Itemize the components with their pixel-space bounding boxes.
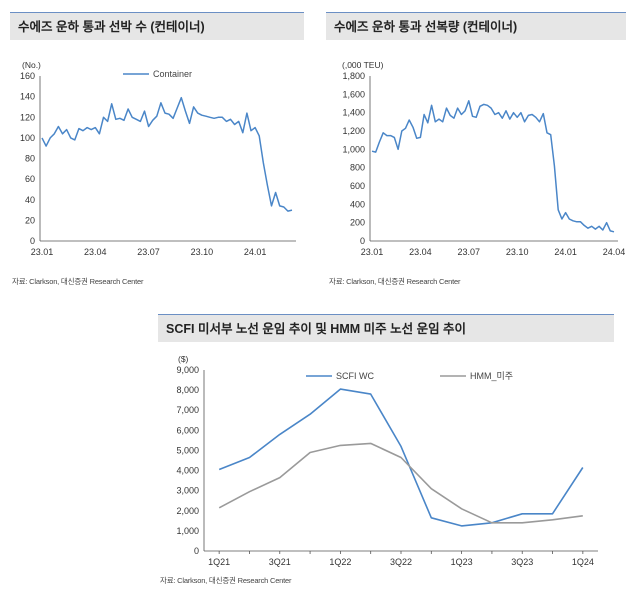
chart-3-xtick: 1Q23 (451, 557, 473, 567)
chart-2-ytick: 200 (350, 218, 365, 228)
chart-2-xtick: 24.04 (603, 247, 626, 257)
chart-3-ytick: 2,000 (176, 506, 199, 516)
chart-3-ytick: 1,000 (176, 526, 199, 536)
chart-3-xtick: 1Q22 (329, 557, 351, 567)
chart-2-ytick: 1,400 (342, 108, 365, 118)
chart-3-unit: ($) (178, 354, 189, 364)
chart-2-ytick: 0 (360, 236, 365, 246)
chart-2-ytick: 1,800 (342, 71, 365, 81)
chart-2-xtick: 23.04 (409, 247, 432, 257)
chart-panel-3: SCFI 미서부 노선 운임 추이 및 HMM 미주 노선 운임 추이 ($) 0… (158, 314, 614, 574)
chart-3-xtick: 3Q22 (390, 557, 412, 567)
chart-1-series-0 (41, 96, 293, 212)
chart-2-source: 자료: Clarkson, 대신증권 Research Center (329, 277, 461, 286)
chart-1-svg: (No.) 0 20 40 60 80 100 120 140 160 23.01 23.04 23.0… (20, 60, 296, 257)
chart-2-ytick: 1,000 (342, 144, 365, 154)
chart-1-source: 자료: Clarkson, 대신증권 Research Center (12, 277, 144, 286)
chart-3-source: 자료: Clarkson, 대신증권 Research Center (160, 576, 292, 585)
chart-2-ytick: 400 (350, 199, 365, 209)
chart-3-ytick: 0 (194, 546, 199, 556)
chart-1-ytick: 160 (20, 71, 35, 81)
chart-3-ytick: 8,000 (176, 385, 199, 395)
chart-3-ytick: 4,000 (176, 466, 199, 476)
chart-1-xtick: 23.01 (31, 247, 54, 257)
chart-2-title: 수에즈 운하 통과 선복량 (컨테이너) (326, 12, 626, 40)
chart-1-ytick: 60 (25, 174, 35, 184)
chart-3-xtick: 3Q21 (269, 557, 291, 567)
chart-3-xtick: 3Q23 (511, 557, 533, 567)
chart-3-ytick: 7,000 (176, 405, 199, 415)
chart-2-series-0 (371, 100, 615, 233)
chart-3-xtick: 1Q24 (572, 557, 594, 567)
chart-3-series-1 (218, 442, 583, 524)
chart-1-xtick: 23.07 (137, 247, 160, 257)
chart-3-legend-label-1: HMM_미주 (470, 371, 513, 381)
chart-1-ytick: 120 (20, 112, 35, 122)
chart-1-ytick: 20 (25, 215, 35, 225)
chart-1-title: 수에즈 운하 통과 선박 수 (컨테이너) (10, 12, 304, 40)
chart-1-ytick: 100 (20, 133, 35, 143)
chart-2-xtick: 23.07 (458, 247, 481, 257)
chart-3-ytick: 6,000 (176, 425, 199, 435)
chart-1-xtick: 23.04 (84, 247, 107, 257)
chart-2-svg: (,000 TEU) 0 200 400 600 800 1,000 1,200 1,400 1,… (342, 60, 626, 257)
chart-2-ytick: 600 (350, 181, 365, 191)
chart-1-xtick: 23.10 (191, 247, 214, 257)
chart-2-xtick: 23.01 (361, 247, 384, 257)
chart-1-legend-label-0: Container (153, 69, 192, 79)
chart-1-ytick: 40 (25, 195, 35, 205)
chart-2-ytick: 1,600 (342, 89, 365, 99)
chart-1-ytick: 80 (25, 154, 35, 164)
chart-panel-1: 수에즈 운하 통과 선박 수 (컨테이너) (No.) 0 20 40 60 80 100 1… (10, 12, 304, 272)
chart-3-xtick: 1Q21 (208, 557, 230, 567)
chart-2-ytick: 1,200 (342, 126, 365, 136)
chart-1-xtick: 24.01 (244, 247, 267, 257)
chart-3-svg: ($) 0 1,000 2,000 3,000 4,000 5,000 6,000 7,000 8… (176, 354, 598, 567)
chart-3-series-0 (218, 388, 584, 527)
chart-3-ytick: 3,000 (176, 486, 199, 496)
chart-panel-2: 수에즈 운하 통과 선복량 (컨테이너) (,000 TEU) 0 200 400 60… (326, 12, 626, 272)
chart-3-ytick: 5,000 (176, 445, 199, 455)
chart-3-title: SCFI 미서부 노선 운임 추이 및 HMM 미주 노선 운임 추이 (158, 314, 614, 342)
chart-2-xtick: 23.10 (506, 247, 529, 257)
chart-3-legend-label-0: SCFI WC (336, 371, 374, 381)
chart-2-ytick: 800 (350, 163, 365, 173)
chart-2-xtick: 24.01 (554, 247, 577, 257)
chart-2-unit: (,000 TEU) (342, 60, 384, 70)
chart-1-unit: (No.) (22, 60, 41, 70)
chart-1-ytick: 0 (30, 236, 35, 246)
chart-1-ytick: 140 (20, 92, 35, 102)
chart-3-ytick: 9,000 (176, 365, 199, 375)
